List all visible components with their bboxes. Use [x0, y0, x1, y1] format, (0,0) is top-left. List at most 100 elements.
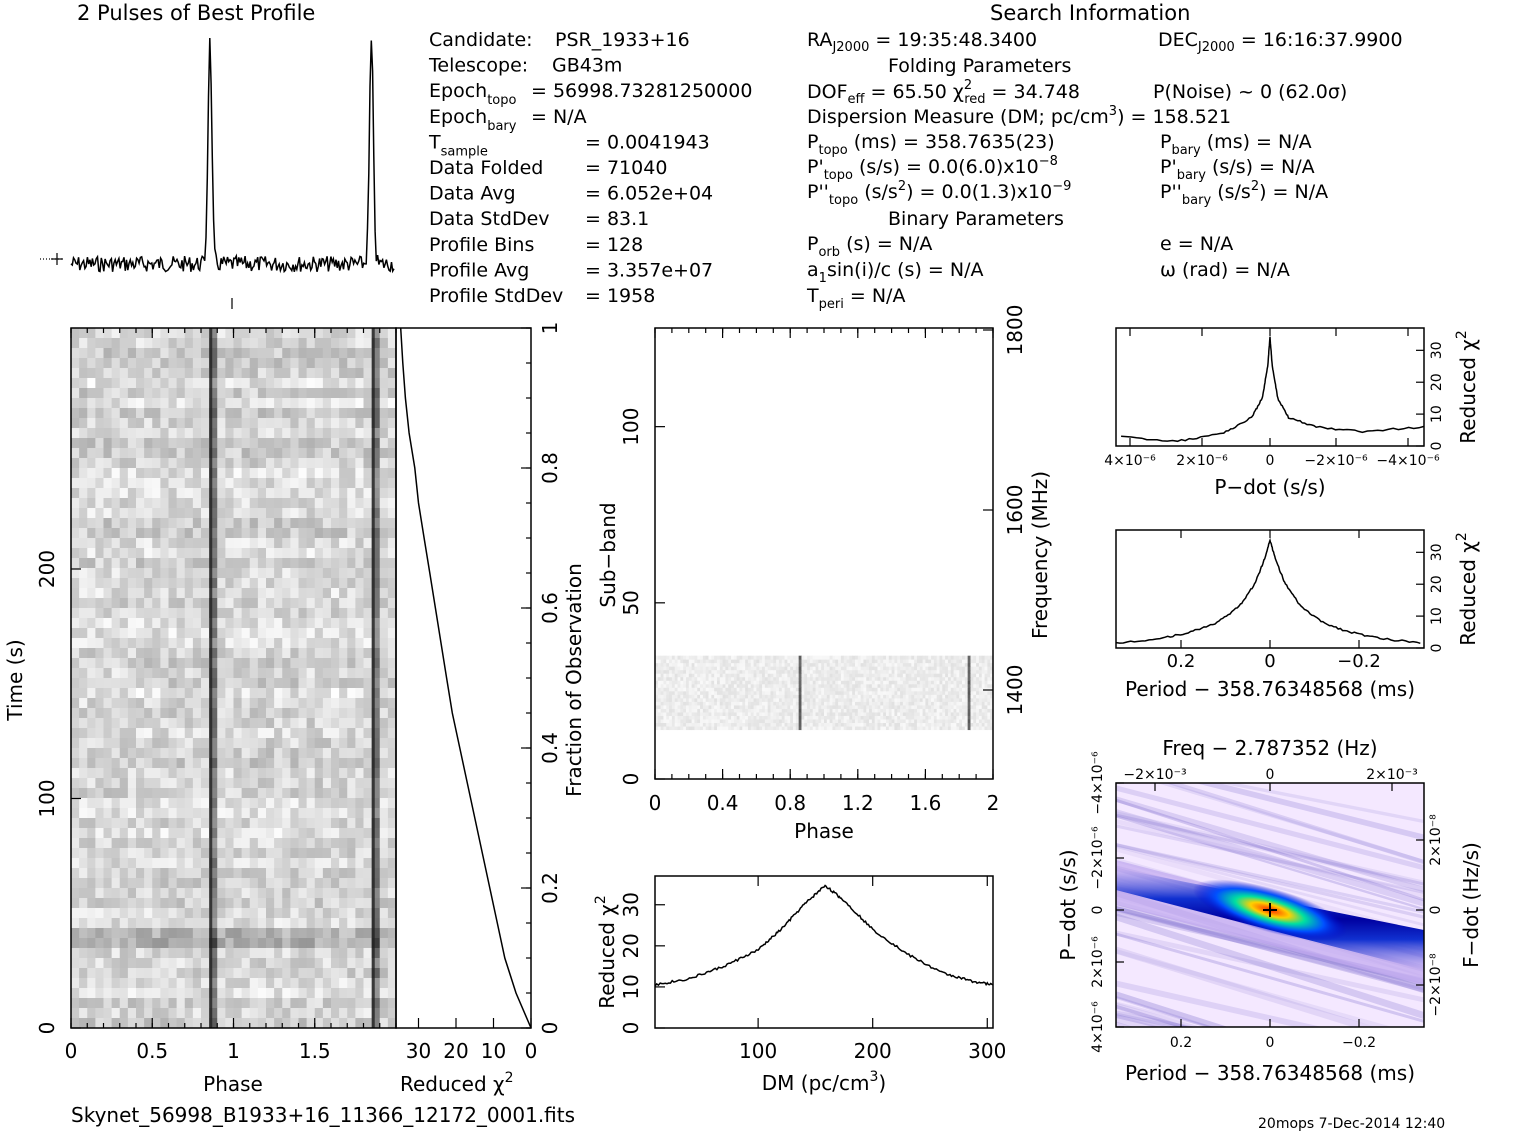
- period-xlabel: Period − 358.76348568 (ms): [1125, 677, 1415, 701]
- small-xtick-label: −4×10⁻⁶: [1376, 453, 1440, 469]
- info-left-label: Tsample: [428, 131, 488, 159]
- pdot-curve: [1121, 336, 1425, 443]
- pp-y2tick-label: −2×10⁻⁸: [1428, 953, 1444, 1017]
- fraction-chi2-xlabel: Reduced χ2: [400, 1070, 514, 1096]
- time-phase-ticks: 0 0.5 1 1.5 0 100 200: [35, 328, 397, 1063]
- pdot-xlabel: P−dot (s/s): [1214, 475, 1325, 499]
- frac-xtick-label: 0: [525, 1039, 538, 1063]
- pp-xtick-label: −0.2: [1342, 1035, 1376, 1051]
- info-left-label: Profile StdDev: [429, 285, 563, 307]
- subband-y2label: Frequency (MHz): [1028, 471, 1052, 639]
- tp-ytick-label: 200: [35, 550, 59, 588]
- subband-ticks: 0 0.4 0.8 1.2 1.6 2 0 50 100 1400 1600 1800: [619, 305, 1027, 815]
- fraction-chi2-plot: 30 20 10 00 0.2 0.4 0.6 0.8 1 Reduced χ2 Fractio…: [395, 322, 586, 1096]
- small-xtick-label: 0: [1266, 453, 1275, 469]
- pp-ytick-label: 4×10⁻⁶: [1090, 1001, 1106, 1053]
- pdot-ticks: 4×10⁻⁶ 2×10⁻⁶ 0 −2×10⁻⁶ −4×10⁻⁶ 0 10 20 30: [1104, 328, 1445, 469]
- frac-ytick-label: 1: [538, 322, 562, 335]
- dm-xlabel: DM (pc/cm3): [762, 1069, 886, 1095]
- pdbary-text: P'bary (s/s) = N/A: [1160, 156, 1315, 183]
- period-curve: [1115, 537, 1421, 645]
- ecc-text: e = N/A: [1160, 233, 1233, 255]
- sb-xtick-label: 1.2: [842, 791, 874, 815]
- sb-y2tick-label: 1400: [1003, 665, 1027, 716]
- dm-xtick-label: 200: [854, 1039, 892, 1063]
- period-plot: 0.2 0 −0.2 0 10 20 30 Period − 358.76348568 (m…: [1115, 529, 1480, 701]
- pddbary-text: P''bary (s/s2) = N/A: [1160, 179, 1328, 208]
- info-left-label: Epochbary: [429, 106, 517, 134]
- pp-y2tick-label: 0: [1428, 906, 1444, 915]
- info-left-label: Candidate:: [429, 29, 533, 51]
- sb-y2tick-label: 1600: [1003, 485, 1027, 536]
- frac-xtick-label: 10: [481, 1039, 506, 1063]
- small-xtick-label: 0.2: [1167, 651, 1196, 672]
- dm-xtick-label: 300: [968, 1039, 1006, 1063]
- small-xtick-label: −0.2: [1337, 651, 1381, 672]
- subband-plot: 0 0.4 0.8 1.2 1.6 2 0 50 100 1400 1600 1800 Phase S…: [596, 305, 1052, 843]
- small-ytick-label: 20: [1429, 373, 1445, 391]
- subband-heatmap: [655, 655, 994, 731]
- frac-ytick-label: 0.2: [538, 872, 562, 904]
- period-ticks: 0.2 0 −0.2 0 10 20 30: [1167, 530, 1445, 672]
- time-phase-xlabel: Phase: [203, 1072, 263, 1096]
- info-right-panel: RAJ2000 = 19:35:48.3400 DECJ2000 = 16:16…: [806, 29, 1403, 312]
- info-left-value: = 56998.73281250000: [531, 80, 752, 102]
- info-left-label: Data StdDev: [429, 208, 550, 230]
- pp-ytick-label: −4×10⁻⁶: [1090, 751, 1106, 815]
- tp-ytick-label: 0: [35, 1022, 59, 1035]
- pp-xtick-label: 0: [1266, 1035, 1275, 1051]
- fraction-chi2-curve: [399, 327, 532, 1029]
- time-phase-ylabel: Time (s): [3, 639, 27, 721]
- frac-ytick-label: 0.4: [538, 732, 562, 764]
- period-pdot-y2label: F−dot (Hz/s): [1459, 842, 1483, 968]
- pddtopo-text: P''topo (s/s2) = 0.0(1.3)x10−9: [807, 179, 1071, 208]
- timestamp: 20mops 7-Dec-2014 12:40: [1258, 1116, 1445, 1132]
- porb-text: Porb (s) = N/A: [807, 233, 932, 260]
- dm-text: Dispersion Measure (DM; pc/cm3) = 158.52…: [807, 104, 1231, 128]
- info-left-value: = 3.357e+07: [585, 259, 713, 281]
- sb-ytick-label: 50: [619, 590, 643, 615]
- omega-text: ω (rad) = N/A: [1160, 259, 1290, 281]
- frac-xtick-label: 20: [443, 1039, 468, 1063]
- sb-ytick-label: 0: [619, 773, 643, 786]
- info-left-value: = 128: [585, 234, 643, 256]
- tp-xtick-label: 0.5: [136, 1039, 168, 1063]
- pp-ytick-label: −2×10⁻⁶: [1090, 826, 1106, 890]
- small-xtick-label: 4×10⁻⁶: [1104, 453, 1156, 469]
- period-pdot-ylabel: P−dot (s/s): [1056, 849, 1080, 960]
- pp-xtick-label: 0.2: [1170, 1035, 1192, 1051]
- folding-title: Folding Parameters: [888, 55, 1071, 77]
- small-xtick-label: −2×10⁻⁶: [1304, 453, 1368, 469]
- binary-title: Binary Parameters: [888, 208, 1064, 230]
- time-phase-plot: 0 0.5 1 1.5 0 100 200 Phase Time (s): [3, 327, 397, 1096]
- dm-plot: 100 200 300 0 10 20 30 DM (pc/cm3) Reduced χ2: [593, 875, 1006, 1095]
- info-left-label: Telescope:: [428, 55, 528, 77]
- pp-x2tick-label: 0: [1266, 767, 1275, 783]
- tp-xtick-label: 0: [65, 1039, 78, 1063]
- info-left-value: = 1958: [585, 285, 655, 307]
- pdtopo-text: P'topo (s/s) = 0.0(6.0)x10−8: [807, 154, 1058, 183]
- pdot-ylabel: Reduced χ2: [1454, 330, 1480, 444]
- info-left-value: = 0.0041943: [585, 131, 710, 153]
- pp-x2tick-label: 2×10⁻³: [1366, 767, 1417, 783]
- info-left-value: = 71040: [585, 157, 667, 179]
- frac-ytick-label: 0: [538, 1022, 562, 1035]
- period-frame: [1115, 529, 1425, 649]
- sb-xtick-label: 0.4: [707, 791, 739, 815]
- pp-y2tick-label: 2×10⁻⁸: [1428, 814, 1444, 866]
- subband-ylabel: Sub−band: [596, 502, 620, 607]
- dm-xtick-label: 100: [739, 1039, 777, 1063]
- small-ytick-label: 0: [1429, 644, 1445, 653]
- pnoise-text: P(Noise) ~ 0 (62.0σ): [1153, 81, 1347, 103]
- sb-xtick-label: 2: [987, 791, 1000, 815]
- sb-xtick-label: 0: [649, 791, 662, 815]
- period-pdot-title: Freq − 2.787352 (Hz): [1162, 736, 1377, 760]
- pp-ytick-label: 0: [1090, 906, 1106, 915]
- sb-xtick-label: 1.6: [909, 791, 941, 815]
- info-left-label: Data Folded: [429, 157, 543, 179]
- small-ytick-label: 30: [1429, 543, 1445, 561]
- profile-curve: [70, 37, 395, 274]
- filename: Skynet_56998_B1933+16_11366_12172_0001.f…: [71, 1103, 575, 1127]
- info-left-value: GB43m: [552, 55, 622, 77]
